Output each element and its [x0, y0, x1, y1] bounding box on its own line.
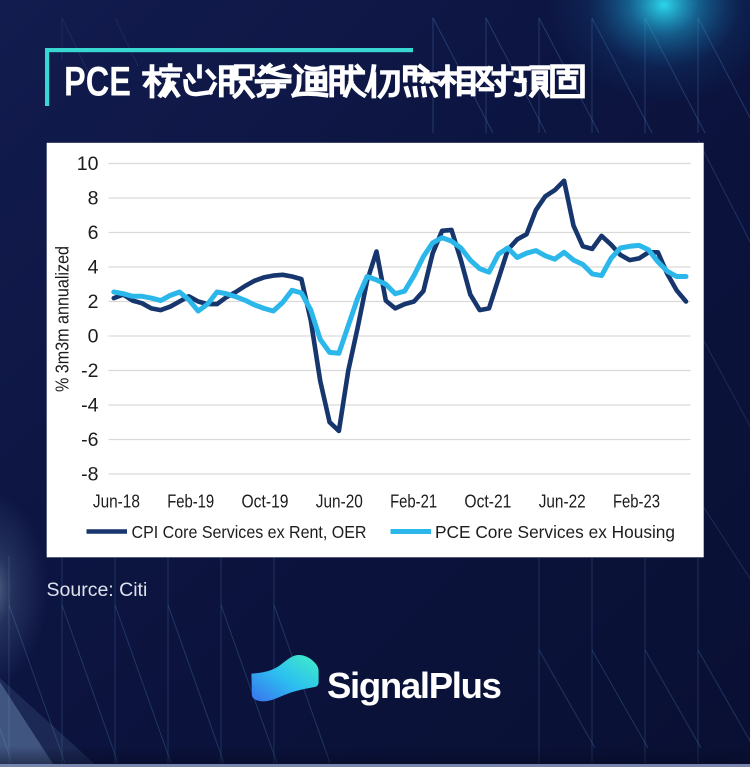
svg-text:Oct-19: Oct-19: [242, 491, 289, 512]
svg-text:-2: -2: [81, 360, 98, 382]
svg-text:-8: -8: [81, 464, 98, 486]
svg-text:% 3m3m annualized: % 3m3m annualized: [52, 246, 73, 392]
svg-text:-4: -4: [81, 395, 98, 417]
svg-text:6: 6: [88, 222, 99, 244]
svg-text:10: 10: [77, 153, 99, 175]
svg-text:PCE Core Services ex Housing: PCE Core Services ex Housing: [435, 522, 675, 542]
svg-text:Feb-19: Feb-19: [167, 491, 214, 512]
svg-text:-6: -6: [81, 429, 98, 451]
svg-text:8: 8: [88, 188, 99, 210]
svg-text:Source: Citi: Source: Citi: [47, 579, 148, 601]
svg-text:Jun-20: Jun-20: [316, 491, 363, 512]
svg-text:Jun-22: Jun-22: [539, 491, 586, 512]
svg-text:Feb-21: Feb-21: [390, 491, 437, 512]
svg-text:SignalPlus: SignalPlus: [327, 665, 501, 706]
svg-text:PCE: PCE: [64, 58, 131, 105]
svg-text:CPI Core Services ex Rent, OER: CPI Core Services ex Rent, OER: [132, 522, 367, 542]
svg-text:Jun-18: Jun-18: [93, 491, 140, 512]
svg-text:4: 4: [88, 257, 99, 279]
svg-text:Feb-23: Feb-23: [613, 491, 660, 512]
svg-text:2: 2: [88, 291, 99, 313]
svg-text:Oct-21: Oct-21: [464, 491, 511, 512]
svg-text:0: 0: [88, 326, 99, 348]
